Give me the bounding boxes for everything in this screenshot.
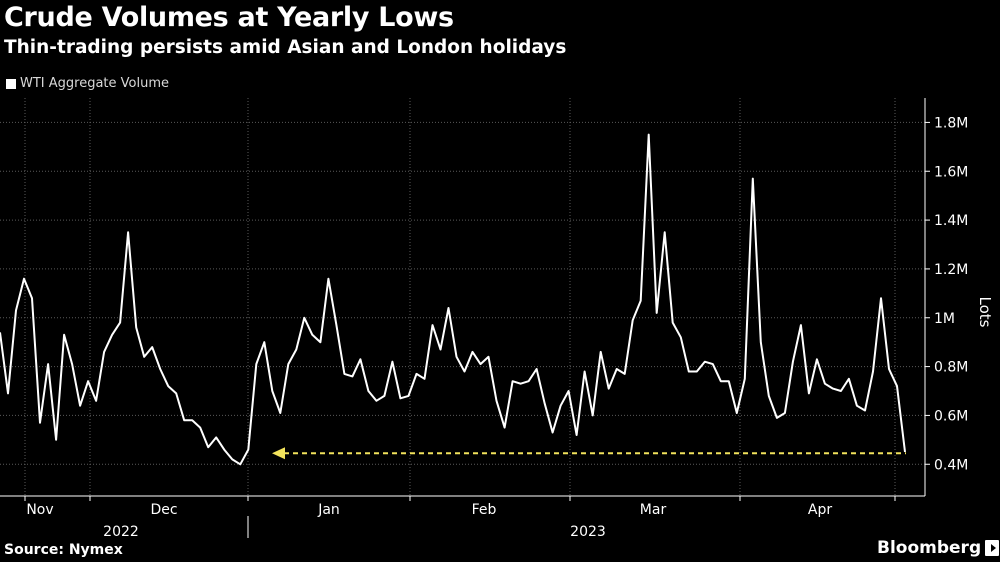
y-tick-label: 1.4M [934,213,968,229]
y-axis-title: Lots [976,297,994,328]
grid-lines [0,98,925,496]
x-tick-label: Apr [808,502,832,518]
brand-logo: Bloomberg [877,538,1000,558]
annotation-layer [272,447,906,460]
x-tick-label: Dec [150,502,177,518]
source-note: Source: Nymex [4,542,123,558]
chart-title: Crude Volumes at Yearly Lows [4,2,454,33]
y-tick-label: 1.6M [934,164,968,180]
x-tick-label: Mar [640,502,667,518]
y-tick-label: 1.2M [934,262,968,278]
chart-subtitle: Thin-trading persists amid Asian and Lon… [4,37,567,58]
x-tick-label: Jan [317,502,340,518]
x-tick-labels: Nov Dec Jan Feb Mar Apr 2022 2023 [26,502,832,540]
series-line [0,133,906,466]
play-icon [985,540,1000,556]
x-year-label: 2022 [103,524,139,540]
axes [0,98,930,538]
y-tick-label: 1.8M [934,115,968,131]
y-tick-label: 0.4M [934,457,968,473]
x-year-label: 2023 [570,524,606,540]
x-tick-label: Feb [472,502,497,518]
y-tick-label: 1M [934,311,955,327]
series-layer [0,133,906,466]
annotation-arrowhead [272,447,285,460]
legend-label: WTI Aggregate Volume [20,76,170,91]
legend: WTI Aggregate Volume [6,76,169,91]
y-tick-labels: 0.4M 0.6M 0.8M 1M 1.2M 1.4M 1.6M 1.8M [934,115,968,473]
x-tick-label: Nov [26,502,53,518]
y-tick-label: 0.8M [934,360,968,376]
y-tick-label: 0.6M [934,408,968,424]
brand-name: Bloomberg [877,538,982,558]
legend-swatch [6,78,16,89]
